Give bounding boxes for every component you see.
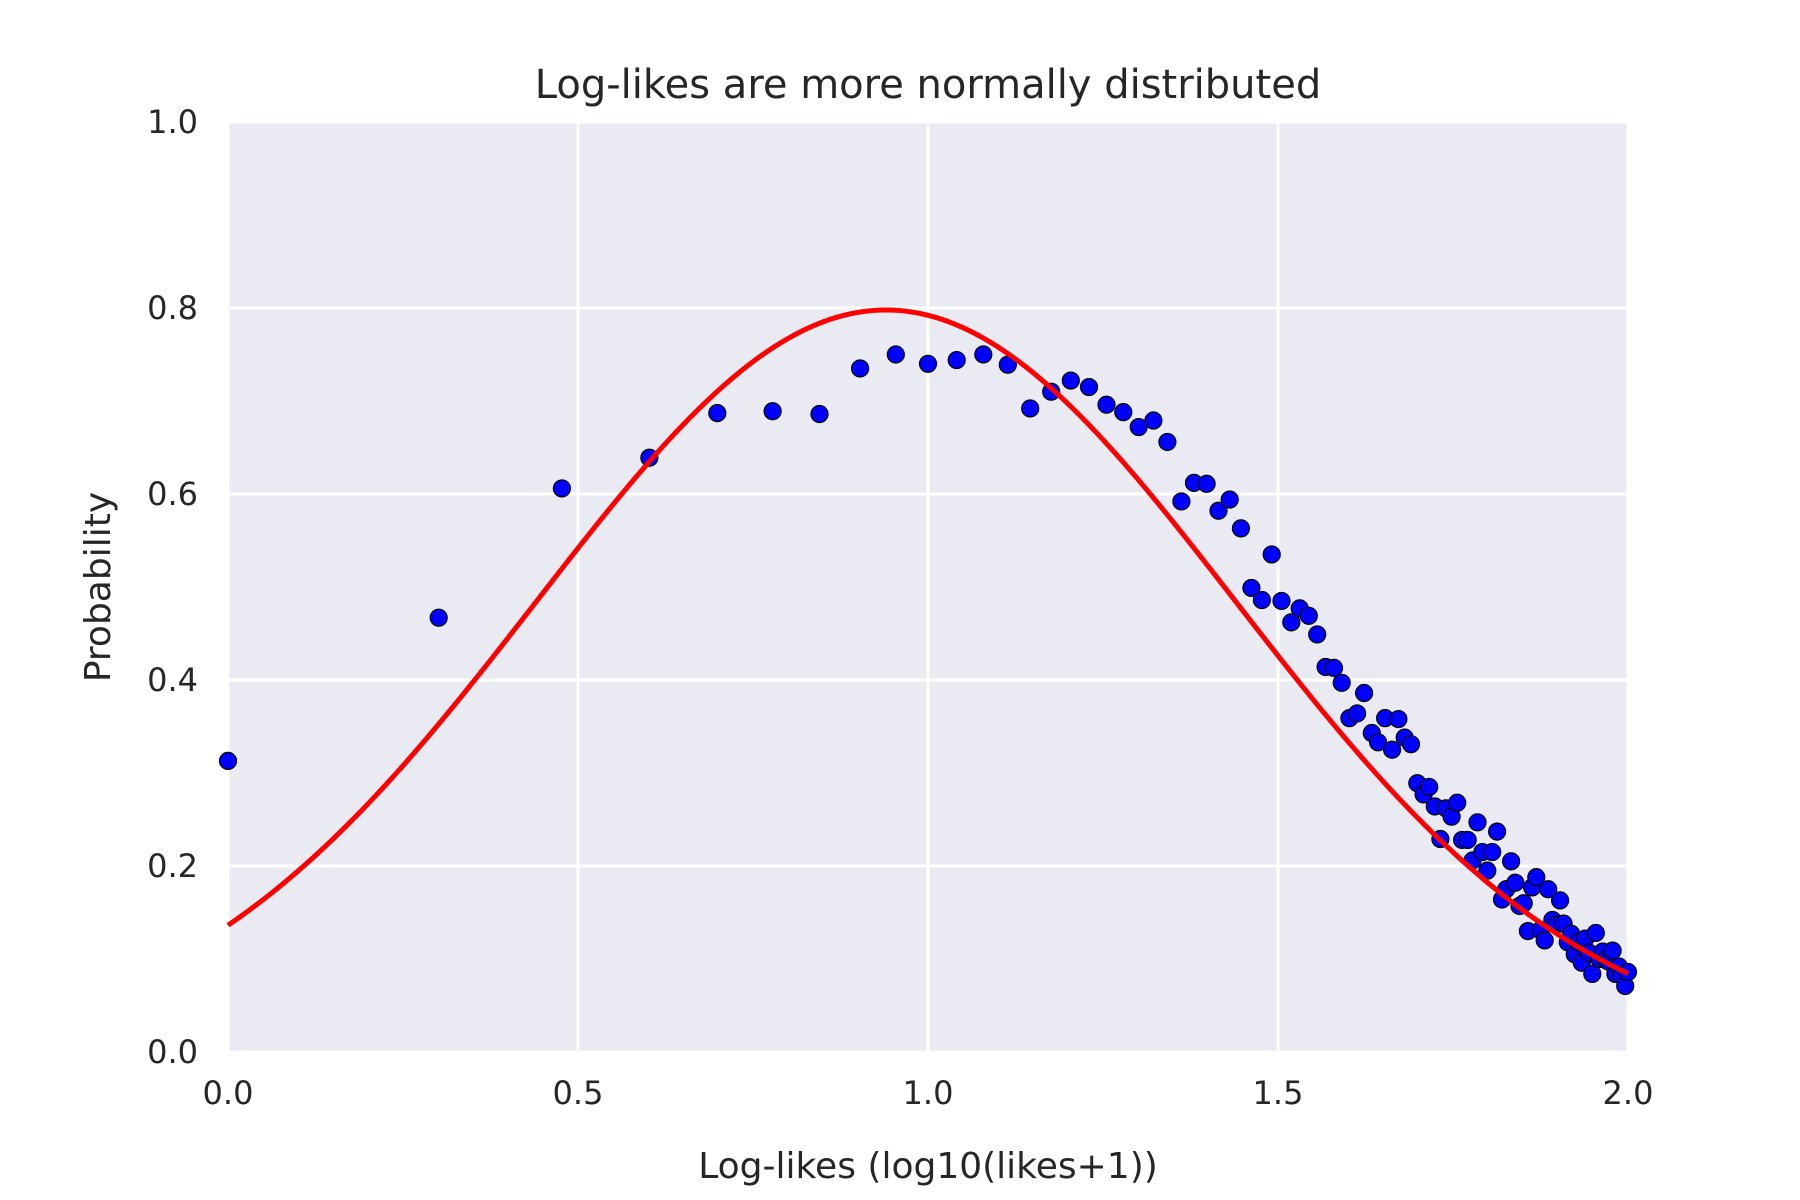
- data-point: [1114, 403, 1133, 422]
- data-point: [1158, 432, 1177, 452]
- x-tick-label: 0.5: [553, 1074, 604, 1112]
- data-point: [1097, 395, 1116, 414]
- data-point: [1272, 591, 1291, 611]
- y-tick-label: 0.2: [147, 847, 198, 885]
- data-point: [1401, 735, 1421, 754]
- x-axis-label: Log-likes (log10(likes+1)): [698, 1146, 1158, 1187]
- data-point: [1299, 606, 1318, 625]
- data-point: [708, 403, 727, 423]
- data-point: [974, 345, 993, 364]
- data-point: [1308, 625, 1327, 644]
- data-point: [947, 350, 966, 370]
- data-point: [1347, 704, 1367, 723]
- data-point: [1586, 923, 1605, 943]
- x-tick-label: 2.0: [1603, 1074, 1654, 1112]
- data-point: [1483, 842, 1502, 862]
- chart-title: Log-likes are more normally distributed: [535, 62, 1321, 108]
- y-tick-label: 0.6: [147, 475, 198, 513]
- data-point: [1079, 377, 1099, 397]
- data-point: [1332, 673, 1351, 692]
- x-tick-label: 1.0: [903, 1074, 954, 1112]
- data-point: [1527, 868, 1546, 887]
- data-point: [763, 402, 782, 421]
- data-point: [1468, 813, 1487, 832]
- data-point: [1282, 613, 1301, 632]
- data-point: [1535, 931, 1554, 950]
- data-point: [1382, 740, 1402, 759]
- data-point: [1144, 411, 1163, 430]
- data-point: [1603, 941, 1622, 960]
- data-point: [1448, 793, 1467, 812]
- data-point: [1021, 399, 1040, 418]
- data-point: [1539, 880, 1558, 899]
- y-axis-label: Probability: [78, 492, 119, 682]
- data-point: [1583, 964, 1602, 983]
- data-point: [1172, 492, 1191, 511]
- y-tick-labels: 0.0 0.2 0.4 0.6 0.8 1.0: [147, 103, 198, 1071]
- data-point: [1197, 474, 1216, 493]
- data-point: [1220, 490, 1239, 509]
- data-point: [1354, 683, 1374, 703]
- data-point: [1420, 777, 1439, 797]
- data-point: [1324, 658, 1344, 678]
- data-point: [1458, 830, 1477, 850]
- x-tick-label: 1.5: [1253, 1074, 1304, 1112]
- data-point: [1242, 578, 1261, 598]
- data-point: [1368, 733, 1388, 752]
- fit-curve: [226, 307, 1630, 976]
- data-point: [918, 354, 938, 373]
- data-point: [850, 359, 870, 378]
- data-point: [218, 751, 238, 771]
- data-point: [1209, 501, 1228, 520]
- data-point: [1061, 371, 1080, 390]
- data-point: [1262, 545, 1281, 564]
- x-tick-label: 0.0: [203, 1074, 254, 1112]
- data-point: [1231, 519, 1251, 538]
- x-tick-labels: 0.0 0.5 1.0 1.5 2.0: [203, 1074, 1654, 1112]
- data-points: [218, 345, 1638, 996]
- y-tick-label: 0.8: [147, 289, 198, 327]
- y-tick-label: 0.0: [147, 1033, 198, 1071]
- y-tick-label: 0.4: [147, 661, 198, 699]
- data-point: [1389, 709, 1408, 729]
- data-point: [886, 345, 905, 364]
- data-point: [552, 479, 572, 498]
- data-point: [1252, 590, 1272, 610]
- data-point: [1550, 891, 1570, 910]
- data-point: [810, 404, 829, 424]
- y-tick-label: 1.0: [147, 103, 198, 141]
- data-point: [429, 608, 448, 627]
- data-point: [1487, 822, 1507, 841]
- grid-lines: [226, 120, 1630, 1054]
- data-point: [1501, 852, 1521, 871]
- data-point: [1506, 873, 1525, 892]
